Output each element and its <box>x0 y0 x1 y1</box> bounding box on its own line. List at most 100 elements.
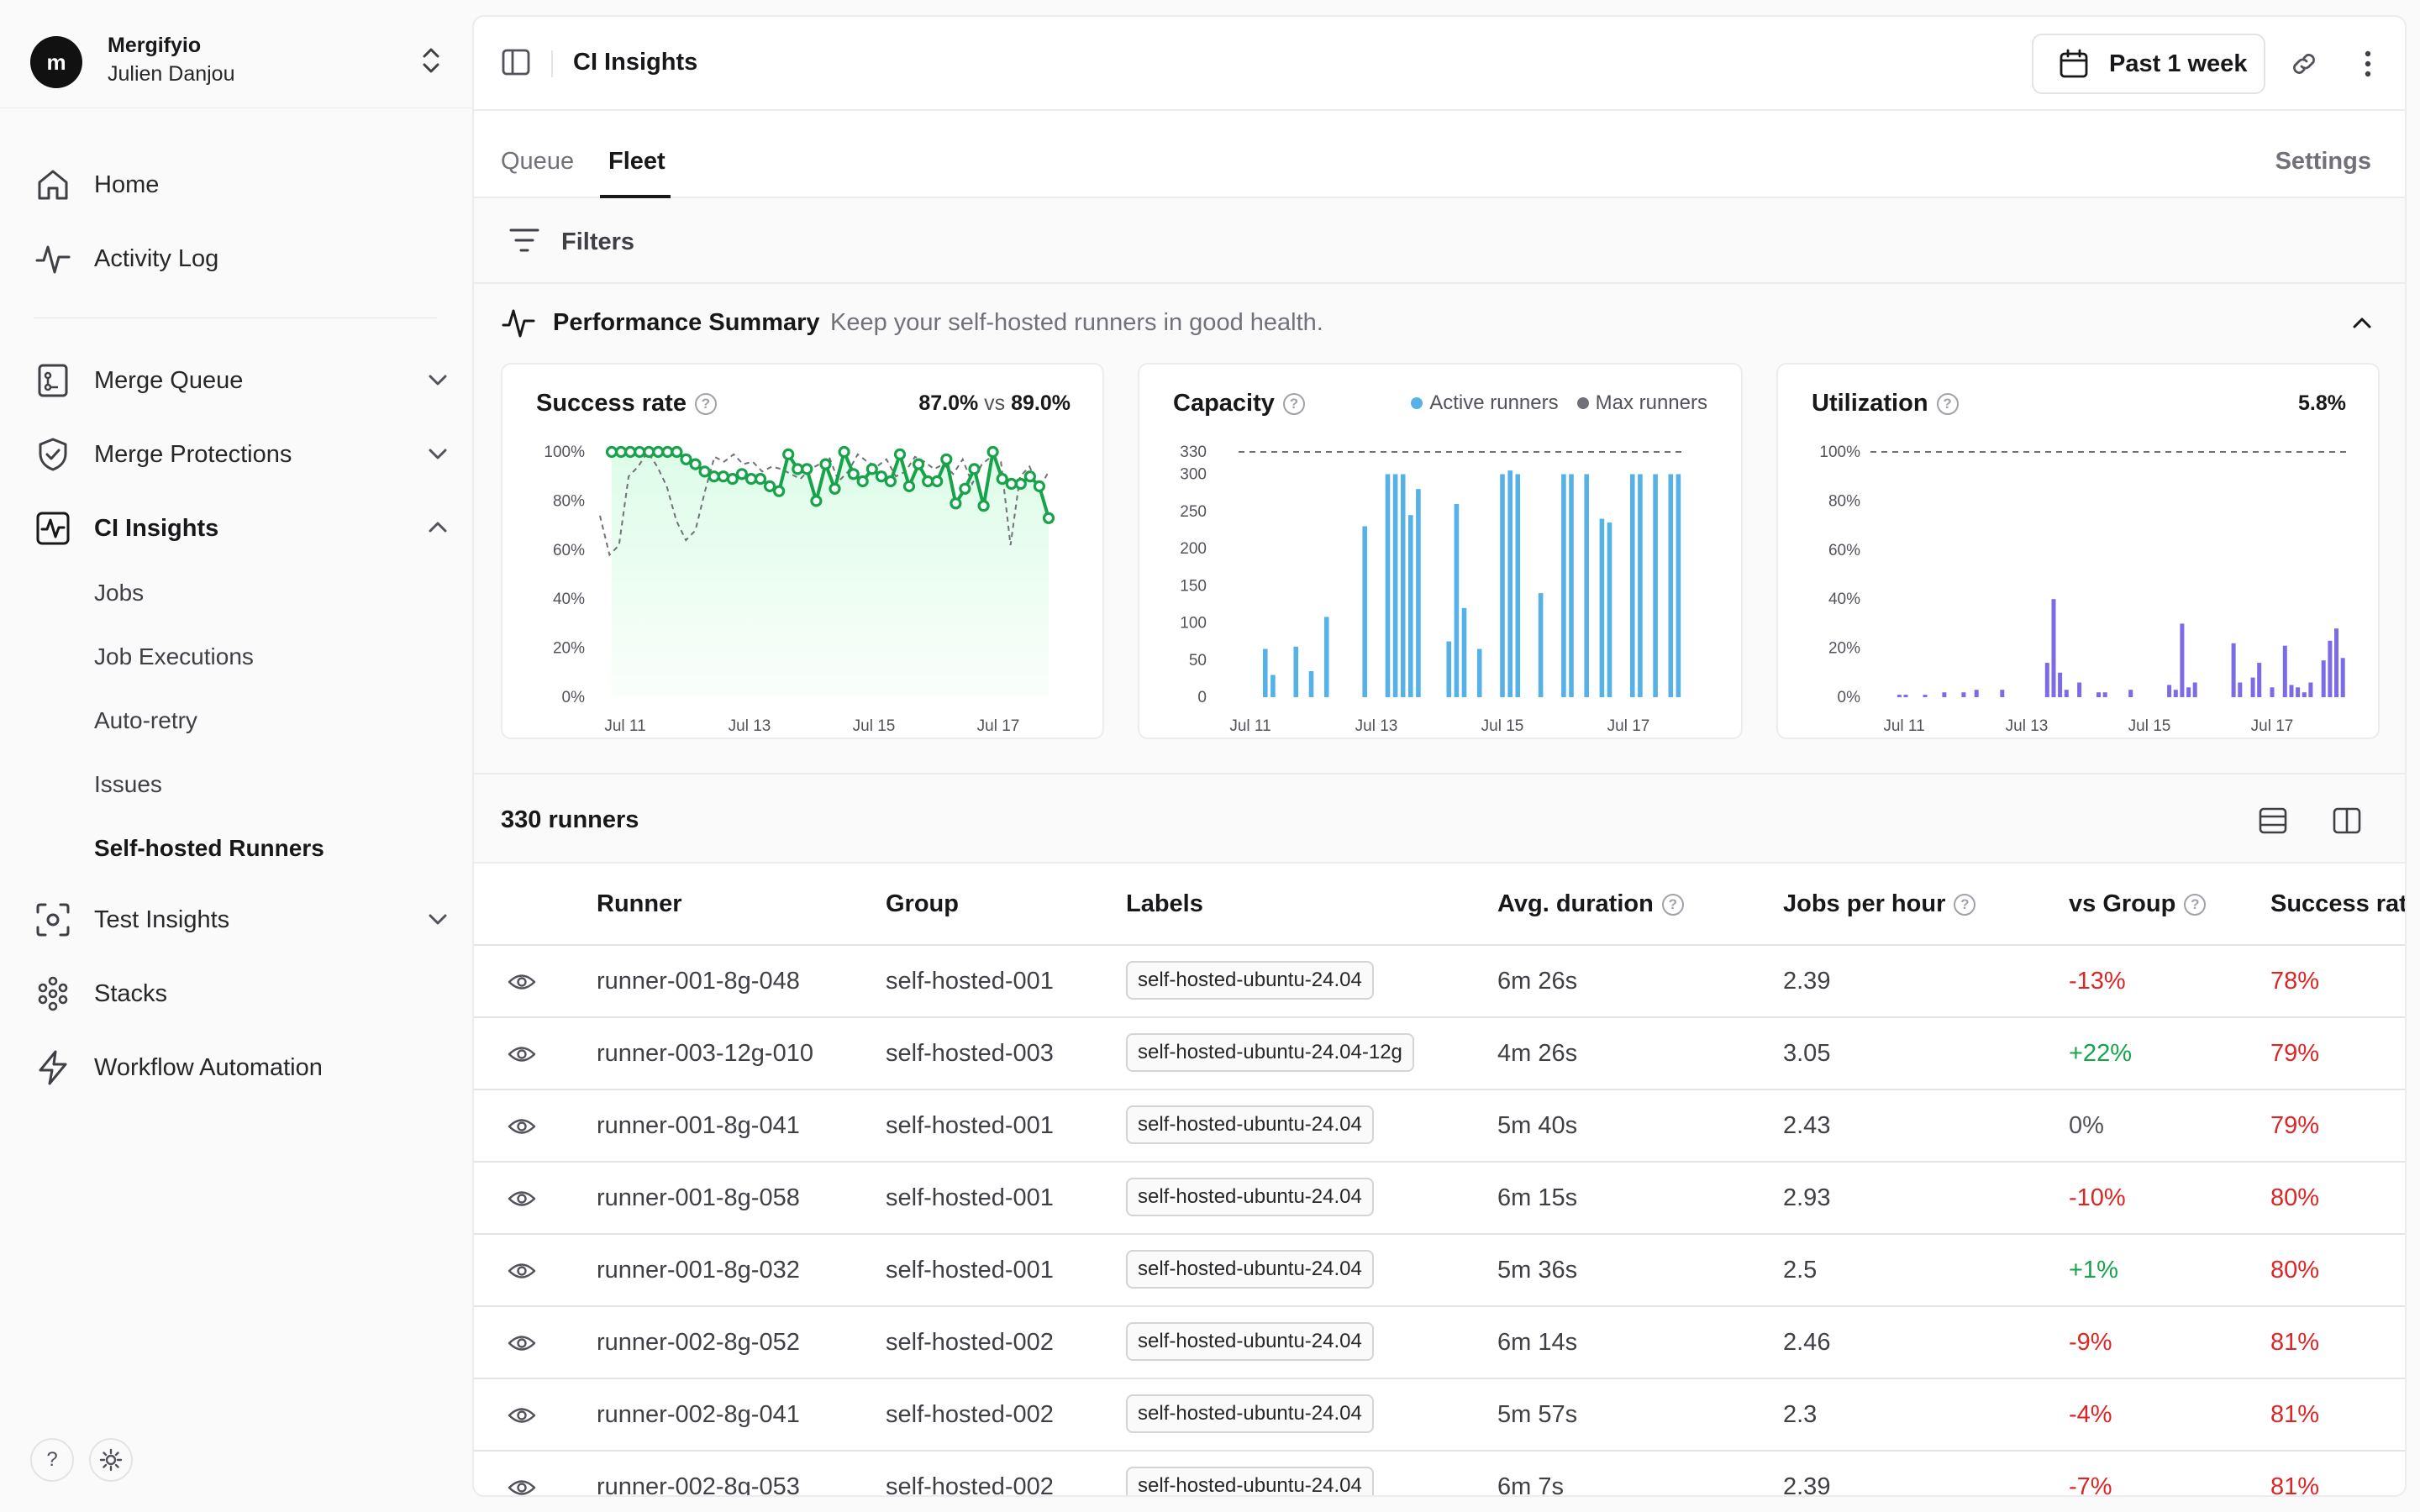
help-icon[interactable]: ? <box>1936 392 1959 415</box>
columns-view-icon[interactable] <box>2331 805 2363 837</box>
column-header-jobs-per-hour[interactable]: Jobs per hour? <box>1783 890 1976 918</box>
eye-icon[interactable] <box>508 1475 536 1495</box>
utilization-bar <box>2328 640 2333 697</box>
chevron-down-icon[interactable] <box>425 441 450 466</box>
utilization-bar <box>2334 628 2338 697</box>
y-tick-label: 0 <box>1197 689 1207 706</box>
sidebar-subitem-job-executions[interactable]: Job Executions <box>94 643 254 669</box>
list-view-icon[interactable] <box>2257 805 2289 837</box>
theme-toggle-button[interactable] <box>89 1438 133 1482</box>
sidebar-item-test-insights[interactable]: Test Insights <box>30 895 450 945</box>
table-row[interactable]: runner-001-8g-048 self-hosted-001 self-hos… <box>474 946 2405 1018</box>
x-tick-label: Jul 15 <box>853 717 896 735</box>
runner-avg-duration: 6m 14s <box>1497 1329 1578 1356</box>
runner-name[interactable]: runner-002-8g-052 <box>597 1329 800 1356</box>
help-icon[interactable]: ? <box>1954 893 1976 916</box>
eye-icon[interactable] <box>508 1403 536 1428</box>
runner-name[interactable]: runner-001-8g-041 <box>597 1112 800 1139</box>
help-icon[interactable]: ? <box>694 392 717 415</box>
data-point <box>764 480 776 493</box>
capacity-bar <box>1538 593 1544 697</box>
runner-group: self-hosted-001 <box>886 968 1054 995</box>
runner-label-badge: self-hosted-ubuntu-24.04-12g <box>1126 1033 1414 1072</box>
help-icon[interactable]: ? <box>2184 893 2207 916</box>
sidebar-item-home[interactable]: Home <box>30 160 450 210</box>
utilization-bar <box>2282 645 2287 697</box>
eye-icon[interactable] <box>508 1258 536 1284</box>
runner-group: self-hosted-002 <box>886 1473 1054 1497</box>
chevron-up-down-icon[interactable] <box>418 44 444 77</box>
chevron-up-icon[interactable] <box>425 515 450 540</box>
chevron-up-icon[interactable] <box>2349 311 2375 336</box>
y-tick-label: 100% <box>1819 444 1860 461</box>
filters-bar[interactable]: Filters <box>474 198 2405 284</box>
org-switcher[interactable]: m Mergifyio Julien Danjou <box>30 32 450 91</box>
table-row[interactable]: runner-001-8g-032 self-hosted-001 self-hos… <box>474 1235 2405 1307</box>
sidebar-subitem-auto-retry[interactable]: Auto-retry <box>94 707 197 733</box>
top-bar: CI Insights Past 1 week <box>474 17 2405 111</box>
table-row[interactable]: runner-002-8g-052 self-hosted-002 self-hos… <box>474 1307 2405 1379</box>
data-point <box>950 497 962 510</box>
sidebar-toggle-icon[interactable] <box>501 47 531 77</box>
runner-name[interactable]: runner-002-8g-041 <box>597 1401 800 1428</box>
y-tick-label: 100 <box>1180 615 1207 633</box>
column-header-runner[interactable]: Runner <box>597 890 682 917</box>
sidebar-subitem-issues[interactable]: Issues <box>94 771 162 797</box>
chevron-down-icon[interactable] <box>425 906 450 932</box>
column-header-vs-group[interactable]: vs Group? <box>2069 890 2207 918</box>
utilization-bar <box>1961 692 1966 697</box>
help-button[interactable]: ? <box>30 1438 74 1482</box>
utilization-bar <box>2296 687 2301 697</box>
x-tick-label: Jul 15 <box>1481 717 1524 735</box>
runner-label-badge: self-hosted-ubuntu-24.04 <box>1126 1250 1374 1289</box>
eye-icon[interactable] <box>508 969 536 995</box>
eye-icon[interactable] <box>508 1114 536 1139</box>
runner-name[interactable]: runner-001-8g-058 <box>597 1184 800 1211</box>
runner-name[interactable]: runner-003-12g-010 <box>597 1040 813 1067</box>
settings-link[interactable]: Settings <box>2275 148 2371 175</box>
help-icon[interactable]: ? <box>1282 392 1305 415</box>
tab-fleet[interactable]: Fleet <box>608 148 666 175</box>
table-row[interactable]: runner-002-8g-053 self-hosted-002 self-hos… <box>474 1452 2405 1497</box>
column-header-group[interactable]: Group <box>886 890 959 917</box>
runner-name[interactable]: runner-002-8g-053 <box>597 1473 800 1497</box>
capacity-bar <box>1653 474 1658 697</box>
capacity-bar <box>1400 474 1406 697</box>
table-row[interactable]: runner-001-8g-041 self-hosted-001 self-hos… <box>474 1090 2405 1163</box>
merge-queue-icon <box>30 358 76 403</box>
data-point <box>652 445 665 459</box>
y-tick-label: 200 <box>1180 540 1207 558</box>
more-vertical-icon[interactable] <box>2351 47 2385 81</box>
runner-vs-group: -9% <box>2069 1329 2112 1356</box>
sidebar-item-merge-queue[interactable]: Merge Queue <box>30 355 450 406</box>
runner-name[interactable]: runner-001-8g-032 <box>597 1257 800 1284</box>
legend-max: Max runners <box>1595 391 1707 414</box>
data-point <box>1005 477 1018 491</box>
eye-icon[interactable] <box>508 1042 536 1067</box>
period-selector[interactable]: Past 1 week <box>2032 34 2265 94</box>
table-row[interactable]: runner-003-12g-010 self-hosted-003 self-ho… <box>474 1018 2405 1090</box>
sidebar-item-workflow-automation[interactable]: Workflow Automation <box>30 1042 450 1093</box>
data-point <box>661 445 674 459</box>
column-header-success-rate[interactable]: Success rat <box>2270 890 2407 917</box>
sidebar-subitem-self-hosted-runners[interactable]: Self-hosted Runners <box>94 835 324 861</box>
chevron-down-icon[interactable] <box>425 367 450 392</box>
help-icon[interactable]: ? <box>1661 893 1684 916</box>
eye-icon[interactable] <box>508 1186 536 1211</box>
sidebar-subitem-jobs[interactable]: Jobs <box>94 580 145 606</box>
sidebar-item-activity-log[interactable]: Activity Log <box>30 234 450 284</box>
eye-icon[interactable] <box>508 1331 536 1356</box>
sidebar-item-ci-insights[interactable]: CI Insights <box>30 503 450 554</box>
tab-queue[interactable]: Queue <box>501 148 575 175</box>
column-header-labels[interactable]: Labels <box>1126 890 1203 917</box>
sidebar-item-merge-protections[interactable]: Merge Protections <box>30 429 450 480</box>
runner-name[interactable]: runner-001-8g-048 <box>597 968 800 995</box>
table-row[interactable]: runner-001-8g-058 self-hosted-001 self-hos… <box>474 1163 2405 1235</box>
active-tab-indicator <box>600 195 671 198</box>
performance-title: Performance Summary <box>553 309 820 336</box>
sidebar-item-stacks[interactable]: Stacks <box>30 969 450 1019</box>
table-row[interactable]: runner-002-8g-041 self-hosted-002 self-hos… <box>474 1379 2405 1452</box>
column-header-avg-duration[interactable]: Avg. duration? <box>1497 890 1684 918</box>
org-name: Mergifyio <box>108 34 202 57</box>
link-icon[interactable] <box>2287 47 2321 81</box>
